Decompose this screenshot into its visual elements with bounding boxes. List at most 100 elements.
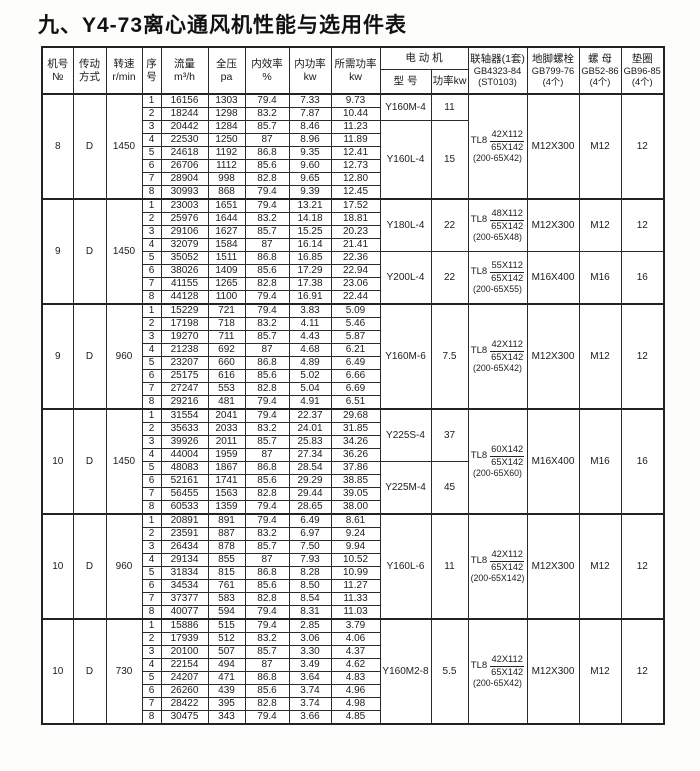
table-row: 3 26434 878 85.7 7.50 9.94	[42, 540, 664, 554]
header-pressure-cn: 全压	[216, 58, 237, 71]
cell-pressure: 1651	[207, 198, 246, 213]
cell-efficiency: 79.4	[244, 605, 290, 620]
cell-flow: 38026	[160, 264, 209, 278]
cell-required-power: 4.06	[330, 632, 381, 646]
cell-flow: 26706	[160, 159, 209, 173]
table-row: 7 41155 1265 82.8 17.38 23.06	[42, 277, 664, 291]
cell-internal-power: 4.68	[288, 343, 332, 357]
header-required-power-unit: kw	[349, 70, 362, 83]
cell-efficiency: 86.8	[244, 461, 290, 475]
cell-anchor-bolt: M16X400	[526, 408, 580, 515]
cell-efficiency: 85.6	[244, 579, 290, 593]
cell-required-power: 5.46	[330, 317, 381, 331]
cell-efficiency: 82.8	[244, 592, 290, 606]
table-row: 10 D 730 1 15886 515 79.4 2.85 3.79 Y160M2-8 5.5 TL…	[41, 618, 665, 725]
cell-seq: 3	[141, 645, 162, 659]
cell-internal-power: 16.85	[288, 251, 332, 265]
cell-drive: D	[72, 198, 107, 305]
header-drive: 传动 方式	[72, 46, 107, 95]
cell-efficiency: 79.4	[244, 408, 290, 423]
cell-seq: 6	[141, 159, 162, 173]
cell-pressure: 1644	[207, 212, 246, 226]
cell-required-power: 3.79	[330, 618, 381, 633]
cell-seq: 4	[141, 658, 162, 672]
cell-flow: 22530	[160, 133, 209, 147]
cell-internal-power: 3.74	[288, 697, 332, 711]
coupling-size-top: 42X112	[490, 654, 525, 667]
header-coupling: 联轴器(1套) GB4323-84 (ST0103)	[467, 46, 528, 95]
cell-seq: 6	[141, 474, 162, 488]
cell-required-power: 6.66	[330, 369, 381, 383]
cell-seq: 2	[141, 527, 162, 541]
cell-internal-power: 28.54	[288, 461, 332, 475]
cell-internal-power: 9.65	[288, 172, 332, 186]
cell-required-power: 38.85	[330, 474, 381, 488]
cell-pressure: 2011	[207, 435, 246, 449]
cell-required-power: 37.86	[330, 461, 381, 475]
cell-efficiency: 79.4	[244, 513, 290, 528]
cell-machine-no: 10	[41, 513, 74, 620]
table-row: 9 D 960 1 15229 721 79.4 3.83 5.09 Y160M-6 7.5 TL8 4…	[41, 303, 665, 410]
cell-pressure: 2033	[207, 422, 246, 436]
cell-internal-power: 7.50	[288, 540, 332, 554]
cell-seq: 7	[141, 382, 162, 396]
cell-motor-model: Y160L-4	[379, 120, 432, 200]
cell-seq: 7	[141, 172, 162, 186]
table-row: 2 17939 512 83.2 3.06 4.06	[42, 632, 664, 646]
cell-flow: 48083	[160, 461, 209, 475]
cell-coupling: TL8 42X112 65X142 (200-65X42)	[467, 618, 528, 725]
cell-flow: 22154	[160, 658, 209, 672]
cell-internal-power: 6.49	[288, 513, 332, 528]
table-row: 2 23591 887 83.2 6.97 9.24	[42, 527, 664, 541]
cell-required-power: 9.73	[330, 93, 381, 108]
table-row: 10 D 1450 1 31554 2041 79.4 22.37 29.68 Y225S-4 37…	[41, 408, 665, 515]
cell-flow: 19270	[160, 330, 209, 344]
cell-anchor-bolt: M12X300	[526, 513, 580, 620]
cell-flow: 17939	[160, 632, 209, 646]
cell-pressure: 878	[207, 540, 246, 554]
cell-required-power: 9.94	[330, 540, 381, 554]
cell-seq: 7	[141, 592, 162, 606]
cell-internal-power: 25.83	[288, 435, 332, 449]
cell-required-power: 36.26	[330, 448, 381, 462]
header-speed: 转速 r/min	[105, 46, 143, 95]
cell-seq: 7	[141, 277, 162, 291]
cell-nut: M16	[578, 251, 622, 305]
cell-required-power: 18.81	[330, 212, 381, 226]
header-flow-cn: 流量	[174, 58, 195, 71]
cell-washer: 16	[620, 251, 665, 305]
cell-efficiency: 82.8	[244, 277, 290, 291]
cell-coupling: TL8 60X142 65X142 (200-65X60)	[467, 408, 528, 515]
cell-internal-power: 7.87	[288, 107, 332, 121]
cell-pressure: 481	[207, 395, 246, 410]
cell-pressure: 494	[207, 658, 246, 672]
header-machine-no-cn: 机号	[47, 58, 69, 71]
cell-motor-model: Y160M2-8	[379, 618, 432, 725]
cell-flow: 30475	[160, 710, 209, 725]
cell-motor-power: 45	[430, 461, 469, 515]
cell-efficiency: 79.4	[244, 618, 290, 633]
cell-efficiency: 83.2	[244, 527, 290, 541]
cell-seq: 8	[141, 605, 162, 620]
cell-efficiency: 82.8	[244, 382, 290, 396]
cell-flow: 30993	[160, 185, 209, 200]
header-machine-no: 机号 №	[41, 46, 74, 95]
cell-pressure: 711	[207, 330, 246, 344]
cell-washer: 12	[620, 618, 665, 725]
cell-pressure: 692	[207, 343, 246, 357]
header-internal-power: 内功率 kw	[288, 46, 332, 95]
header-nut-qty: (4个)	[589, 76, 611, 87]
cell-internal-power: 5.04	[288, 382, 332, 396]
cell-seq: 1	[141, 93, 162, 108]
cell-seq: 4	[141, 238, 162, 252]
coupling-size-top: 42X112	[490, 549, 525, 562]
cell-internal-power: 17.38	[288, 277, 332, 291]
cell-seq: 3	[141, 120, 162, 134]
cell-flow: 20100	[160, 645, 209, 659]
cell-required-power: 6.69	[330, 382, 381, 396]
cell-flow: 24207	[160, 671, 209, 685]
cell-pressure: 1112	[207, 159, 246, 173]
cell-seq: 5	[141, 671, 162, 685]
cell-pressure: 512	[207, 632, 246, 646]
cell-internal-power: 3.66	[288, 710, 332, 725]
